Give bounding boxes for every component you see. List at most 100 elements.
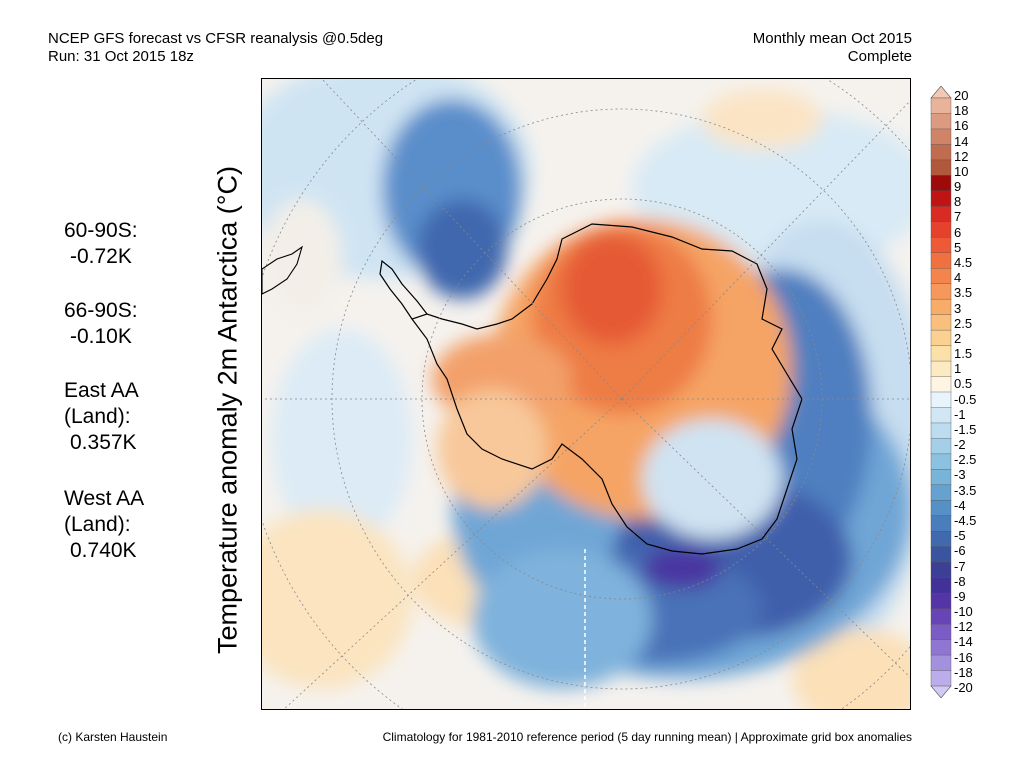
- peninsula-coastline: [379, 259, 428, 320]
- colorbar-tick-label: 14: [954, 133, 969, 149]
- colorbar-tick-label: 7: [954, 209, 962, 225]
- colorbar-tick-label: 2.5: [954, 315, 973, 331]
- colorbar-swatch: [930, 469, 952, 486]
- stat-label: West AA (Land):: [64, 487, 145, 536]
- colorbar-tick-label: -5: [954, 528, 966, 544]
- colorbar-tick-label: 2: [954, 330, 962, 346]
- colorbar-tick-label: -3.5: [954, 482, 977, 498]
- colorbar-swatch: [930, 546, 952, 563]
- colorbar-tick-label: -2: [954, 437, 966, 453]
- colorbar-swatch: [930, 391, 952, 408]
- colorbar-swatch: [930, 128, 952, 145]
- colorbar-bottom-arrow: [930, 685, 952, 698]
- colorbar-tick-label: -2.5: [954, 452, 977, 468]
- colorbar-tick-label: 16: [954, 118, 969, 134]
- colorbar-swatch: [930, 500, 952, 517]
- period-label: Monthly mean Oct 2015: [752, 30, 912, 47]
- colorbar-swatch: [930, 531, 952, 548]
- colorbar-tick-label: -12: [954, 619, 973, 635]
- stat-label: 66-90S:: [64, 299, 138, 322]
- colorbar-swatch: [930, 221, 952, 238]
- colorbar-swatch: [930, 345, 952, 362]
- anomaly-field: [262, 79, 910, 709]
- colorbar-swatch: [930, 376, 952, 393]
- colorbar-tick-label: -3: [954, 467, 966, 483]
- colorbar-swatch: [930, 298, 952, 316]
- colorbar-tick-label: 3: [954, 300, 962, 316]
- colorbar-swatch: [930, 562, 952, 579]
- south-america-coastline: [262, 245, 303, 295]
- polar-map-svg: [262, 79, 910, 709]
- colorbar-tick-label: -4.5: [954, 513, 977, 529]
- anomaly-map: [261, 78, 911, 710]
- colorbar-top-arrow: [930, 86, 952, 99]
- colorbar-swatch: [930, 144, 952, 161]
- colorbar-swatch: [930, 592, 952, 610]
- colorbar-swatch: [930, 283, 952, 300]
- colorbar-tick-label: 0.5: [954, 376, 973, 392]
- colorbar-swatch: [930, 113, 952, 130]
- credit-text: (c) Karsten Haustein: [58, 730, 168, 744]
- colorbar-swatch: [930, 159, 952, 176]
- colorbar-tick-label: -9: [954, 588, 966, 604]
- colorbar-swatch: [930, 639, 952, 656]
- colorbar-swatch: [930, 237, 952, 254]
- footnote-text: Climatology for 1981-2010 reference peri…: [382, 730, 912, 744]
- colorbar-tick-label: 4: [954, 270, 962, 286]
- colorbar-swatch: [930, 484, 952, 501]
- colorbar-tick-label: 1.5: [954, 346, 973, 362]
- colorbar-tick-label: 5: [954, 239, 962, 255]
- colorbar-swatch: [930, 407, 952, 424]
- colorbar-swatch: [930, 577, 952, 594]
- colorbar-tick-label: 8: [954, 194, 962, 210]
- y-axis-label: Temperature anomaly 2m Antarctica (°C): [212, 166, 243, 654]
- colorbar-swatch: [930, 206, 952, 223]
- colorbar-tick-label: -20: [954, 680, 973, 695]
- colorbar-swatch: [930, 329, 952, 347]
- colorbar-swatch: [930, 453, 952, 470]
- colorbar-swatch: [930, 360, 952, 378]
- colorbar-swatch: [930, 623, 952, 641]
- colorbar-swatch: [930, 515, 952, 532]
- colorbar-swatch: [930, 654, 952, 672]
- colorbar-tick-label: -1.5: [954, 421, 977, 437]
- colorbar-tick-label: 18: [954, 103, 969, 119]
- colorbar-swatch: [930, 422, 952, 439]
- colorbar-tick-label: 3.5: [954, 285, 973, 301]
- colorbar-tick-label: -8: [954, 573, 966, 589]
- colorbar-tick-label: -10: [954, 604, 973, 620]
- colorbar-tick-label: 6: [954, 224, 962, 240]
- colorbar-swatch: [930, 190, 952, 207]
- colorbar-tick-label: 10: [954, 163, 969, 179]
- graticule: [262, 79, 910, 709]
- colorbar-tick-label: -0.5: [954, 391, 977, 407]
- chart-title: NCEP GFS forecast vs CFSR reanalysis @0.…: [48, 30, 384, 47]
- colorbar-swatch: [930, 252, 952, 269]
- stat-value: 0.357K: [70, 431, 137, 454]
- colorbar-swatch: [930, 314, 952, 331]
- colorbar-tick-label: -7: [954, 558, 966, 574]
- colorbar-tick-label: 9: [954, 179, 962, 195]
- colorbar-swatch: [930, 670, 952, 687]
- colorbar-tick-label: -4: [954, 497, 966, 513]
- colorbar-tick-label: 1: [954, 361, 962, 377]
- stat-value: 0.740K: [70, 539, 137, 562]
- status-label: Complete: [847, 48, 912, 65]
- colorbar-swatch: [930, 268, 952, 285]
- stat-label: 60-90S:: [64, 219, 138, 242]
- run-label: Run: 31 Oct 2015 18z: [48, 48, 194, 65]
- colorbar-tick-label: 12: [954, 148, 969, 164]
- colorbar-tick-label: 4.5: [954, 254, 973, 270]
- colorbar-tick-label: -14: [954, 634, 973, 650]
- colorbar-tick-label: -16: [954, 649, 973, 665]
- colorbar-swatch: [930, 438, 952, 455]
- colorbar-swatch: [930, 97, 952, 114]
- colorbar-tick-label: -1: [954, 406, 966, 422]
- colorbar-swatch: [930, 175, 952, 192]
- stat-value: -0.72K: [70, 245, 132, 268]
- stat-value: -0.10K: [70, 325, 132, 348]
- colorbar-swatch: [930, 608, 952, 625]
- stat-label: East AA (Land):: [64, 379, 139, 428]
- antarctica-coastline: [411, 223, 803, 555]
- colorbar: [930, 86, 952, 698]
